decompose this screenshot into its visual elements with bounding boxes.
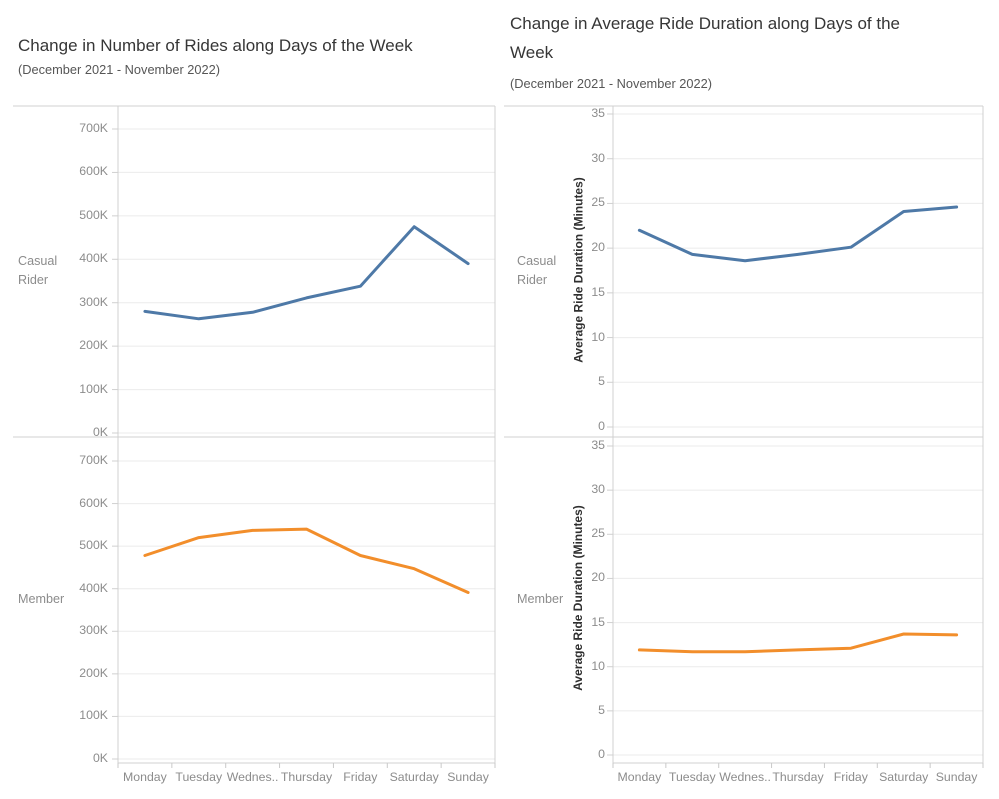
right-chart-subtitle: (December 2021 - November 2022) — [510, 76, 713, 91]
facet-row-label[interactable]: Rider — [18, 272, 49, 287]
facet-row-label[interactable]: Casual — [517, 253, 557, 268]
facet-row-label[interactable]: Rider — [517, 272, 548, 287]
facet-row-label[interactable]: Member — [18, 591, 65, 606]
left-chart-subtitle: (December 2021 - November 2022) — [18, 62, 221, 77]
x-category-label[interactable]: Monday — [617, 770, 662, 784]
y-tick-label: 15 — [591, 614, 605, 629]
y-tick-label: 5 — [598, 374, 605, 389]
y-tick-label: 10 — [591, 329, 605, 344]
y-tick-label: 400K — [79, 251, 108, 266]
y-tick-label: 35 — [591, 438, 605, 452]
series-line-casual-rider[interactable] — [637, 205, 959, 263]
y-tick-label: 600K — [79, 495, 108, 510]
right-chart-title: Change in Average Ride Duration along Da… — [510, 14, 900, 62]
y-tick-label: 30 — [591, 482, 605, 497]
y-tick-label: 200K — [79, 665, 108, 680]
y-tick-label: 20 — [591, 570, 605, 585]
y-tick-label: 600K — [79, 164, 108, 179]
series-line-member[interactable] — [143, 527, 470, 594]
x-category-label[interactable]: Tuesday — [175, 770, 223, 784]
x-category-label[interactable]: Monday — [123, 770, 167, 784]
x-category-label[interactable]: Thursday — [772, 770, 824, 784]
y-tick-label: 100K — [79, 708, 108, 723]
facet-row-label[interactable]: Member — [517, 591, 564, 606]
x-category-label[interactable]: Saturday — [879, 770, 929, 784]
y-tick-label: 500K — [79, 207, 108, 222]
x-category-label[interactable]: Sunday — [935, 770, 978, 784]
y-tick-label: 300K — [79, 294, 108, 309]
x-category-label[interactable]: Friday — [833, 770, 868, 784]
y-axis-title: Average Ride Duration (Minutes) — [571, 505, 585, 691]
y-tick-label: 0K — [92, 425, 108, 439]
left-chart-title: Change in Number of Rides along Days of … — [18, 36, 413, 55]
y-tick-label: 25 — [591, 526, 605, 541]
x-category-label[interactable]: Saturday — [389, 770, 439, 784]
y-tick-label: 10 — [591, 658, 605, 673]
y-tick-label: 0 — [598, 419, 605, 433]
y-tick-label: 25 — [591, 195, 605, 210]
y-tick-label: 20 — [591, 240, 605, 255]
x-category-label[interactable]: Friday — [343, 770, 378, 784]
y-tick-label: 300K — [79, 623, 108, 638]
y-tick-label: 0K — [92, 751, 108, 765]
y-tick-label: 700K — [79, 453, 108, 467]
x-category-label[interactable]: Tuesday — [668, 770, 716, 784]
y-tick-label: 200K — [79, 338, 108, 353]
facet-row-label[interactable]: Casual — [18, 253, 58, 268]
series-line-casual-rider[interactable] — [143, 225, 470, 321]
y-tick-label: 400K — [79, 580, 108, 595]
x-category-label[interactable]: Thursday — [280, 770, 333, 784]
y-axis-title: Average Ride Duration (Minutes) — [571, 176, 585, 363]
y-tick-label: 15 — [591, 284, 605, 299]
x-category-label[interactable]: Wednes.. — [719, 770, 771, 784]
y-tick-label: 100K — [79, 381, 108, 396]
y-tick-label: 700K — [79, 121, 108, 135]
y-tick-label: 0 — [598, 747, 605, 761]
x-category-label[interactable]: Wednes.. — [226, 770, 279, 784]
y-tick-label: 5 — [598, 702, 605, 717]
y-tick-label: 35 — [591, 106, 605, 120]
x-category-label[interactable]: Sunday — [447, 770, 489, 784]
y-tick-label: 30 — [591, 150, 605, 165]
series-line-member[interactable] — [637, 632, 959, 654]
y-tick-label: 500K — [79, 538, 108, 553]
